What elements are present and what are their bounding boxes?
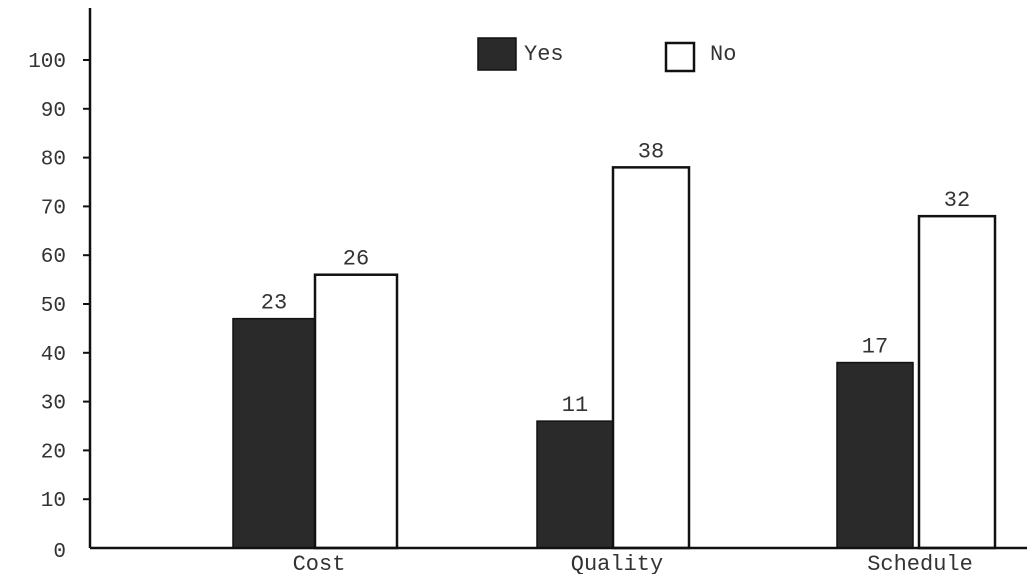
y-tick-label: 80 [41, 149, 66, 172]
y-tick-label: 40 [41, 344, 66, 367]
legend-swatch-no [664, 41, 696, 73]
data-label-no-cost: 26 [343, 247, 369, 272]
y-tick-label: 70 [41, 197, 66, 220]
y-tick-label: 30 [41, 393, 66, 416]
bar-yes-quality [536, 420, 614, 549]
legend-label-no: No [710, 42, 736, 67]
y-tick-label: 20 [41, 441, 66, 464]
legend-swatch-yes [477, 37, 517, 71]
y-axis-ticks: 0 10 20 30 40 50 60 70 80 90 100 [28, 51, 90, 564]
x-axis-category-labels: Cost Quality Schedule [293, 552, 973, 574]
y-tick-label: 100 [28, 51, 66, 74]
bar-yes-schedule [836, 361, 914, 549]
bar-no-schedule [917, 214, 997, 550]
category-label-cost: Cost [293, 552, 346, 574]
y-tick-label: 10 [41, 490, 66, 513]
bar-yes-cost [232, 317, 316, 549]
legend: Yes No [477, 37, 736, 73]
y-tick-label: 90 [41, 100, 66, 123]
value-labels: 23 26 11 38 17 32 [261, 139, 970, 418]
bar-no-cost [313, 273, 399, 550]
data-label-yes-cost: 23 [261, 291, 287, 316]
data-label-no-quality: 38 [638, 139, 664, 164]
y-tick-label: 50 [41, 295, 66, 318]
legend-label-yes: Yes [524, 42, 564, 67]
data-label-no-schedule: 32 [944, 188, 970, 213]
category-label-quality: Quality [571, 552, 663, 574]
y-tick-label: 0 [53, 541, 66, 564]
bar-no-quality [611, 166, 691, 550]
data-label-yes-quality: 11 [562, 393, 588, 418]
y-tick-label: 60 [41, 246, 66, 269]
category-label-schedule: Schedule [867, 552, 973, 574]
data-label-yes-schedule: 17 [862, 335, 888, 360]
